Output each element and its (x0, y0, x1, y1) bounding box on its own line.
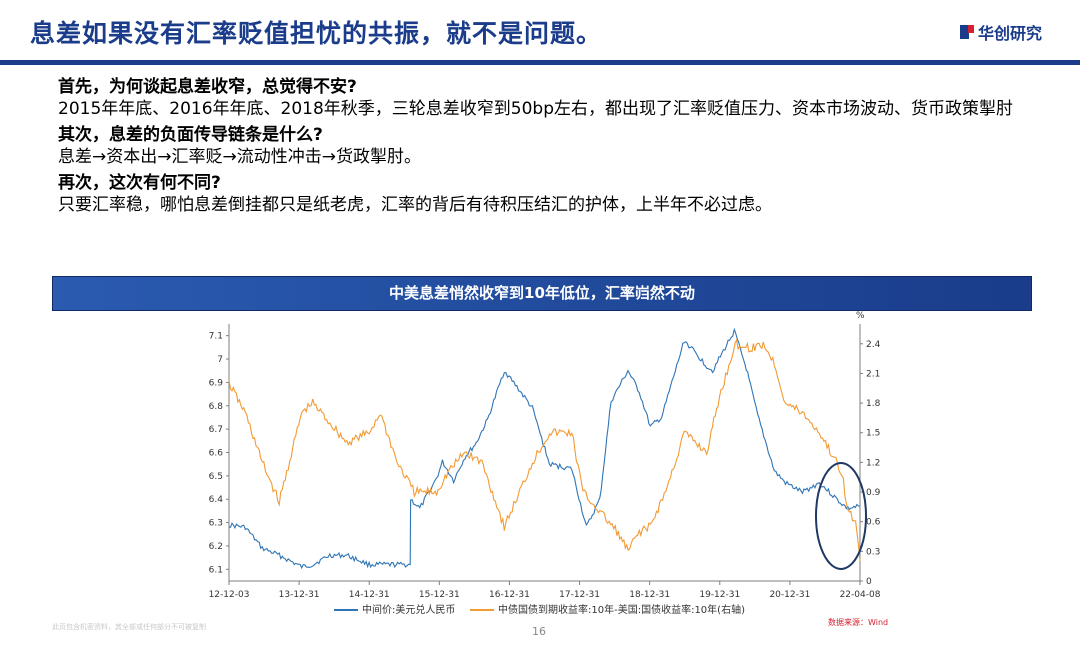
x-tick-label: 22-04-08 (840, 590, 881, 600)
highlight-ellipse (815, 462, 867, 570)
legend-label: 中间价:美元兑人民币 (362, 603, 455, 616)
right-tick-label: 0.3 (866, 547, 880, 557)
right-tick-label: 0.6 (866, 518, 881, 528)
logo-text: 华创研究 (977, 24, 1042, 43)
x-tick-label: 16-12-31 (489, 590, 530, 600)
left-tick-label: 6.9 (209, 378, 224, 388)
left-tick-label: 6.2 (209, 542, 223, 552)
right-axis-unit: % (856, 311, 865, 321)
page-number: 16 (532, 625, 546, 638)
x-tick-label: 12-12-03 (209, 590, 250, 600)
yield-spread-series-line (228, 338, 861, 562)
section-heading-3: 再次，这次有何不同? (58, 173, 221, 193)
data-source: 数据来源：Wind (828, 618, 889, 627)
left-tick-label: 6.8 (209, 402, 224, 412)
usdcny-series-line (228, 327, 861, 570)
left-tick-label: 6.5 (209, 472, 223, 482)
title-rule (0, 60, 1080, 65)
right-tick-label: 0 (866, 577, 872, 587)
right-tick-label: 2.1 (866, 369, 880, 379)
footnote: 此页包含机密资料，其全部或任何部分不可被复制 (52, 623, 206, 631)
body-text: 首先，为何谈起息差收窄，总觉得不安? 2015年年底、2016年年底、2018年… (58, 76, 1048, 220)
chart-banner: 中美息差悄然收窄到10年低位，汇率岿然不动 (52, 276, 1032, 311)
legend-label: 中债国债到期收益率:10年-美国:国债收益率:10年(右轴) (498, 603, 745, 616)
section-heading-1: 首先，为何谈起息差收窄，总觉得不安? (58, 77, 357, 97)
right-tick-label: 1.8 (866, 399, 881, 409)
logo: 华创研究 (959, 20, 1042, 44)
x-tick-label: 20-12-31 (769, 590, 810, 600)
right-tick-label: 2.4 (866, 340, 881, 350)
logo-mark-icon (959, 25, 974, 39)
left-tick-label: 6.4 (209, 495, 224, 505)
x-tick-label: 13-12-31 (279, 590, 320, 600)
left-tick-label: 6.1 (209, 565, 223, 575)
section-text-1: 2015年年底、2016年年底、2018年秋季，三轮息差收窄到50bp左右，都出… (58, 99, 1014, 119)
x-tick-label: 17-12-31 (559, 590, 600, 600)
left-tick-label: 6.7 (209, 425, 223, 435)
x-tick-label: 19-12-31 (699, 590, 740, 600)
x-tick-label: 14-12-31 (349, 590, 390, 600)
section-text-2: 息差→资本出→汇率贬→流动性冲击→货政掣肘。 (58, 147, 421, 167)
section-text-3: 只要汇率稳，哪怕息差倒挂都只是纸老虎，汇率的背后有待积压结汇的护体，上半年不必过… (58, 195, 772, 215)
right-tick-label: 1.2 (866, 458, 880, 468)
section-heading-2: 其次，息差的负面传导链条是什么? (58, 125, 323, 145)
x-tick-label: 18-12-31 (629, 590, 670, 600)
left-tick-label: 6.6 (209, 449, 224, 459)
right-tick-label: 0.9 (866, 488, 881, 498)
slide-title: 息差如果没有汇率贬值担忧的共振，就不是问题。 (30, 19, 603, 48)
line-chart: 6.1 6.2 6.3 6.4 6.5 6.6 6.7 6.8 6.9 7 7.1 0 0.3 0.6 0.… (209, 311, 881, 616)
right-tick-label: 1.5 (866, 429, 880, 439)
left-tick-label: 7 (217, 355, 223, 365)
left-tick-label: 7.1 (209, 332, 223, 342)
x-tick-label: 15-12-31 (419, 590, 460, 600)
left-tick-label: 6.3 (209, 519, 223, 529)
